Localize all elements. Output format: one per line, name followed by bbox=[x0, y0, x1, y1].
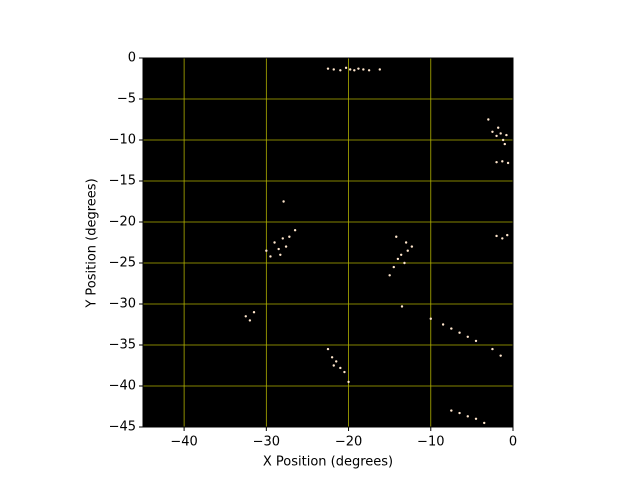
star-point bbox=[400, 305, 404, 308]
star-point bbox=[330, 356, 334, 359]
star-point bbox=[404, 241, 408, 244]
star-point bbox=[396, 257, 400, 261]
star-point bbox=[458, 411, 461, 415]
star-point bbox=[332, 68, 335, 71]
star-point bbox=[503, 142, 506, 146]
star-point bbox=[499, 354, 502, 357]
y-tick-label: 0 bbox=[128, 51, 136, 66]
star-point bbox=[474, 417, 478, 420]
y-tick-label: −40 bbox=[109, 379, 136, 394]
star-point bbox=[429, 317, 432, 320]
star-point bbox=[378, 68, 381, 71]
star-point bbox=[248, 319, 252, 322]
star-point bbox=[506, 233, 509, 237]
star-point bbox=[353, 69, 356, 72]
star-point bbox=[458, 331, 461, 334]
star-point bbox=[505, 133, 508, 137]
star-point bbox=[343, 370, 346, 374]
star-point bbox=[491, 130, 494, 133]
y-tick-label: −5 bbox=[117, 92, 136, 107]
star-point bbox=[495, 134, 498, 138]
x-tick-label: −40 bbox=[170, 435, 197, 450]
star-point bbox=[269, 255, 272, 258]
star-point bbox=[339, 366, 342, 370]
star-point bbox=[288, 235, 291, 238]
plot-area bbox=[143, 58, 513, 427]
star-point bbox=[279, 253, 282, 256]
star-point bbox=[399, 253, 403, 256]
y-tick-label: −10 bbox=[109, 133, 136, 148]
y-axis-label: Y Position (degrees) bbox=[85, 178, 100, 308]
x-tick-label: −30 bbox=[253, 435, 280, 450]
star-point bbox=[326, 67, 330, 70]
y-tick-label: −30 bbox=[109, 297, 136, 312]
star-point bbox=[265, 249, 268, 252]
star-point bbox=[501, 160, 504, 163]
star-point bbox=[501, 138, 505, 142]
star-point bbox=[339, 69, 342, 72]
star-point bbox=[252, 311, 256, 314]
y-tick-label: −45 bbox=[109, 420, 136, 435]
star-point bbox=[466, 335, 469, 338]
star-point bbox=[483, 421, 486, 425]
star-point bbox=[326, 347, 330, 351]
star-point bbox=[282, 200, 285, 203]
x-tick-label: −10 bbox=[417, 435, 444, 450]
star-point bbox=[281, 237, 284, 240]
star-point bbox=[332, 364, 335, 367]
star-point bbox=[349, 68, 352, 71]
star-point bbox=[487, 118, 490, 121]
star-point bbox=[367, 69, 371, 72]
x-axis-label: X Position (degrees) bbox=[263, 455, 393, 470]
star-point bbox=[450, 327, 453, 330]
y-tick-label: −20 bbox=[109, 215, 136, 230]
star-point bbox=[410, 245, 414, 248]
y-tick-label: −25 bbox=[109, 256, 136, 271]
star-point bbox=[450, 409, 453, 412]
star-point bbox=[293, 229, 297, 232]
star-point bbox=[495, 160, 498, 164]
star-point bbox=[344, 66, 348, 70]
x-tick-label: 0 bbox=[509, 435, 517, 450]
star-point bbox=[395, 235, 398, 238]
star-point bbox=[362, 68, 365, 71]
star-point bbox=[273, 241, 276, 244]
plot-frame bbox=[142, 57, 514, 428]
star-point bbox=[277, 247, 280, 251]
star-point bbox=[497, 126, 500, 129]
star-point bbox=[403, 261, 406, 265]
star-point bbox=[357, 67, 360, 70]
y-tick-label: −15 bbox=[109, 174, 136, 189]
star-point bbox=[491, 347, 494, 351]
y-tick-label: −35 bbox=[109, 338, 136, 353]
star-point bbox=[501, 237, 504, 240]
star-point bbox=[499, 132, 502, 135]
star-point bbox=[335, 360, 338, 363]
star-point bbox=[392, 265, 395, 269]
star-point bbox=[441, 323, 445, 326]
star-point bbox=[466, 415, 469, 418]
star-point bbox=[388, 274, 391, 277]
star-point bbox=[474, 339, 478, 343]
star-point bbox=[506, 161, 510, 165]
star-point bbox=[244, 315, 247, 318]
star-point bbox=[347, 380, 350, 384]
star-point bbox=[406, 249, 409, 252]
star-point bbox=[284, 245, 288, 248]
x-tick-label: −20 bbox=[335, 435, 362, 450]
star-point bbox=[495, 234, 498, 238]
